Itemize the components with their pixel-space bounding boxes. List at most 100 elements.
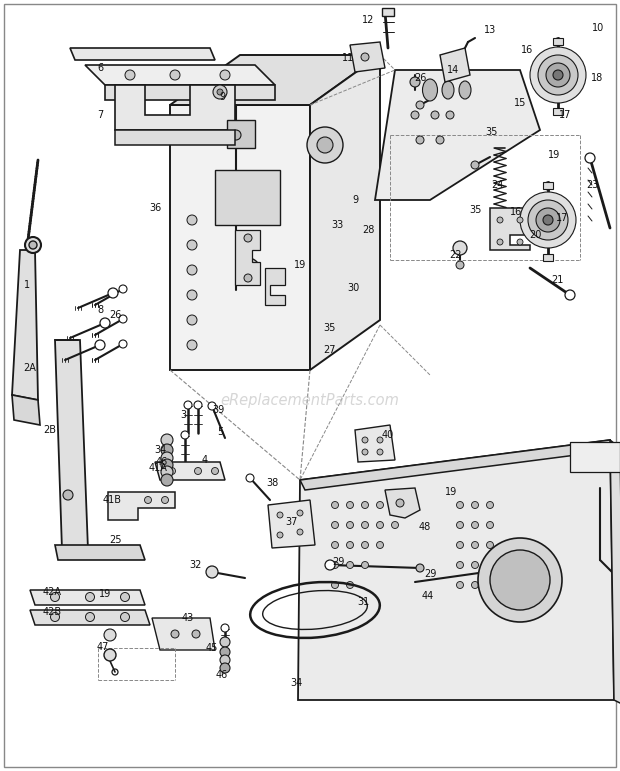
Polygon shape (350, 42, 385, 72)
Circle shape (456, 541, 464, 548)
Text: 33: 33 (331, 220, 343, 230)
Polygon shape (268, 500, 315, 548)
Text: 15: 15 (514, 98, 526, 108)
Circle shape (487, 521, 494, 528)
Circle shape (391, 521, 399, 528)
Circle shape (161, 497, 169, 503)
Circle shape (332, 501, 339, 509)
Circle shape (104, 629, 116, 641)
Text: 29: 29 (424, 569, 436, 579)
Circle shape (184, 401, 192, 409)
Circle shape (538, 55, 578, 95)
Polygon shape (170, 105, 310, 370)
Polygon shape (265, 268, 285, 305)
Circle shape (347, 541, 353, 548)
Circle shape (220, 647, 230, 657)
Circle shape (119, 315, 127, 323)
Circle shape (502, 541, 508, 548)
Bar (553, 38, 563, 45)
Circle shape (530, 47, 586, 103)
Circle shape (502, 561, 508, 568)
Ellipse shape (442, 81, 454, 99)
Circle shape (471, 161, 479, 169)
Text: 45: 45 (206, 643, 218, 653)
Circle shape (332, 521, 339, 528)
Text: 10: 10 (592, 23, 604, 33)
Circle shape (187, 215, 197, 225)
Circle shape (120, 592, 130, 601)
Text: 1: 1 (24, 280, 30, 290)
Circle shape (487, 541, 494, 548)
Text: 29: 29 (332, 557, 344, 567)
Bar (570, 442, 620, 472)
Circle shape (347, 561, 353, 568)
Text: 38: 38 (266, 478, 278, 488)
Circle shape (456, 261, 464, 269)
Bar (227, 120, 255, 148)
Text: 40: 40 (382, 430, 394, 440)
Circle shape (416, 101, 424, 109)
Circle shape (471, 521, 479, 528)
Text: 42A: 42A (43, 587, 61, 597)
Circle shape (456, 561, 464, 568)
Circle shape (187, 340, 197, 350)
Circle shape (487, 501, 494, 509)
Circle shape (347, 521, 353, 528)
Circle shape (50, 592, 60, 601)
Text: 37: 37 (286, 517, 298, 527)
Circle shape (108, 288, 118, 298)
Text: 42B: 42B (42, 607, 61, 617)
Circle shape (497, 217, 503, 223)
Circle shape (361, 53, 369, 61)
Text: 17: 17 (559, 110, 571, 120)
Circle shape (361, 541, 368, 548)
Polygon shape (30, 590, 145, 605)
Circle shape (317, 137, 333, 153)
Circle shape (187, 290, 197, 300)
Text: 21: 21 (551, 275, 563, 285)
Circle shape (161, 434, 173, 446)
Polygon shape (55, 340, 88, 550)
Circle shape (220, 70, 230, 80)
Circle shape (195, 467, 202, 474)
Text: 36: 36 (149, 203, 161, 213)
Circle shape (585, 153, 595, 163)
Circle shape (517, 239, 523, 245)
Text: 17: 17 (556, 213, 568, 223)
Circle shape (528, 200, 568, 240)
Polygon shape (170, 55, 380, 105)
Circle shape (362, 449, 368, 455)
Circle shape (332, 541, 339, 548)
Circle shape (325, 560, 335, 570)
Circle shape (213, 85, 227, 99)
Circle shape (192, 630, 200, 638)
Circle shape (362, 437, 368, 443)
Circle shape (187, 315, 197, 325)
Text: 5: 5 (217, 427, 223, 437)
Text: 35: 35 (470, 205, 482, 215)
Text: 2A: 2A (24, 363, 37, 373)
Circle shape (187, 240, 197, 250)
Circle shape (536, 208, 560, 232)
Circle shape (144, 497, 151, 503)
Text: 41A: 41A (149, 463, 167, 473)
Text: 41B: 41B (102, 495, 122, 505)
Circle shape (63, 490, 73, 500)
Circle shape (220, 655, 230, 665)
Circle shape (187, 265, 197, 275)
Circle shape (361, 561, 368, 568)
Text: 12: 12 (362, 15, 374, 25)
Text: 2B: 2B (43, 425, 56, 435)
Circle shape (277, 532, 283, 538)
Circle shape (332, 561, 339, 568)
Circle shape (206, 566, 218, 578)
Polygon shape (108, 492, 175, 520)
Text: 30: 30 (347, 283, 359, 293)
Circle shape (544, 182, 552, 190)
Circle shape (543, 215, 553, 225)
Circle shape (376, 521, 384, 528)
Circle shape (347, 581, 353, 588)
Circle shape (161, 452, 173, 464)
Ellipse shape (422, 79, 438, 101)
Circle shape (565, 290, 575, 300)
